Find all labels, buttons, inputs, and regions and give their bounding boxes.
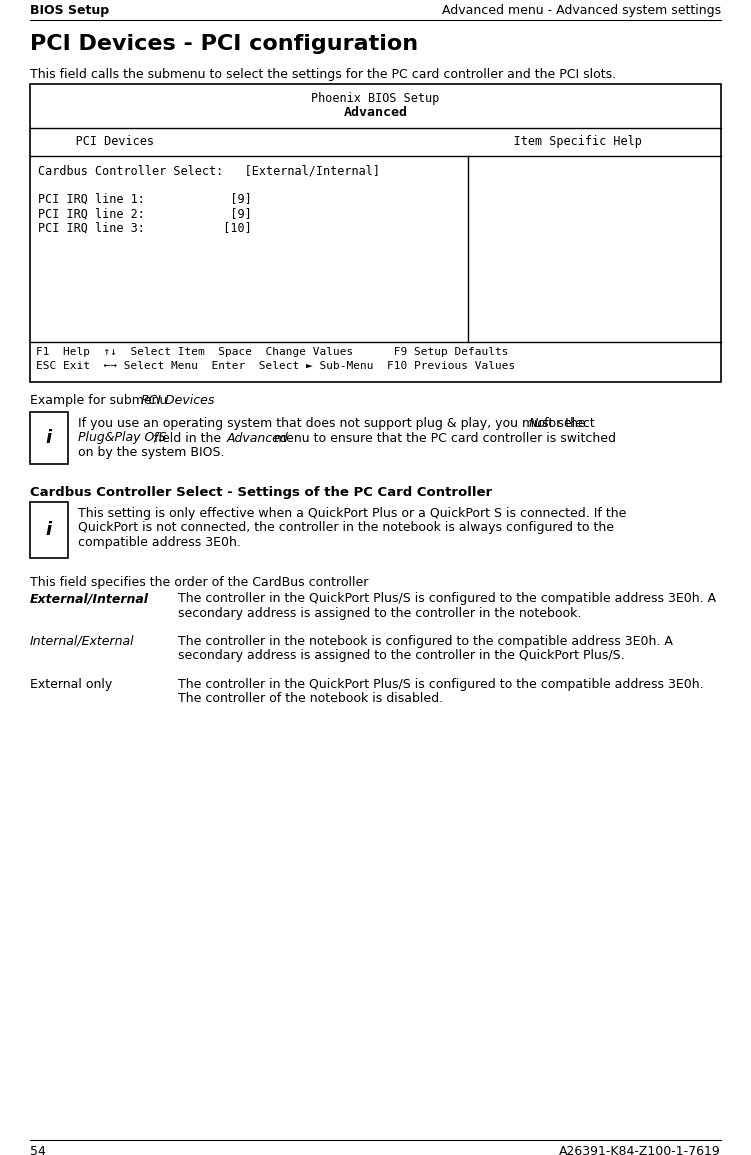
Text: PCI Devices - PCI configuration: PCI Devices - PCI configuration — [30, 33, 418, 54]
Text: Plug&Play O/S: Plug&Play O/S — [78, 432, 167, 445]
Text: This setting is only effective when a QuickPort Plus or a QuickPort S is connect: This setting is only effective when a Qu… — [78, 507, 626, 520]
Text: QuickPort is not connected, the controller in the notebook is always configured : QuickPort is not connected, the controll… — [78, 522, 614, 535]
Text: field in the: field in the — [149, 432, 225, 445]
Text: secondary address is assigned to the controller in the notebook.: secondary address is assigned to the con… — [178, 606, 581, 619]
Text: Cardbus Controller Select:   [External/Internal]: Cardbus Controller Select: [External/Int… — [38, 164, 380, 177]
Text: PCI IRQ line 2:            [9]: PCI IRQ line 2: [9] — [38, 208, 252, 221]
Text: External only: External only — [30, 678, 112, 691]
Text: PCI Devices: PCI Devices — [141, 394, 214, 407]
Bar — [30, 502, 68, 558]
Text: If you use an operating system that does not support plug & play, you must selec: If you use an operating system that does… — [78, 417, 599, 430]
Text: Example for submenu PCI Devices: Example for submenu PCI Devices — [30, 394, 245, 407]
Text: Item Specific Help: Item Specific Help — [478, 135, 642, 148]
Text: i: i — [46, 429, 52, 447]
Text: for the: for the — [540, 417, 586, 430]
Text: This field specifies the order of the CardBus controller: This field specifies the order of the Ca… — [30, 576, 369, 589]
Bar — [30, 84, 721, 382]
Text: PCI IRQ line 1:            [9]: PCI IRQ line 1: [9] — [38, 193, 252, 206]
Text: The controller in the notebook is configured to the compatible address 3E0h. A: The controller in the notebook is config… — [178, 635, 673, 648]
Text: The controller of the notebook is disabled.: The controller of the notebook is disabl… — [178, 693, 443, 706]
Text: Internal/External: Internal/External — [30, 635, 134, 648]
Text: External/Internal: External/Internal — [30, 593, 149, 605]
Text: No: No — [529, 417, 546, 430]
Text: The controller in the QuickPort Plus/S is configured to the compatible address 3: The controller in the QuickPort Plus/S i… — [178, 678, 704, 691]
Text: Advanced: Advanced — [343, 106, 408, 119]
Text: on by the system BIOS.: on by the system BIOS. — [78, 446, 225, 459]
Text: 54: 54 — [30, 1145, 46, 1155]
Text: F1  Help  ↑↓  Select Item  Space  Change Values      F9 Setup Defaults: F1 Help ↑↓ Select Item Space Change Valu… — [36, 346, 508, 357]
Text: compatible address 3E0h.: compatible address 3E0h. — [78, 536, 241, 549]
Bar — [30, 412, 68, 464]
Text: The controller in the QuickPort Plus/S is configured to the compatible address 3: The controller in the QuickPort Plus/S i… — [178, 593, 716, 605]
Text: i: i — [46, 521, 52, 539]
Text: Cardbus Controller Select - Settings of the PC Card Controller: Cardbus Controller Select - Settings of … — [30, 486, 492, 499]
Text: ESC Exit  ←→ Select Menu  Enter  Select ► Sub-Menu  F10 Previous Values: ESC Exit ←→ Select Menu Enter Select ► S… — [36, 362, 515, 371]
Text: Advanced menu - Advanced system settings: Advanced menu - Advanced system settings — [442, 3, 721, 17]
Text: Phoenix BIOS Setup: Phoenix BIOS Setup — [312, 92, 439, 105]
Text: This field calls the submenu to select the settings for the PC card controller a: This field calls the submenu to select t… — [30, 68, 616, 81]
Text: Example for submenu: Example for submenu — [30, 394, 171, 407]
Text: Advanced: Advanced — [227, 432, 288, 445]
Text: menu to ensure that the PC card controller is switched: menu to ensure that the PC card controll… — [270, 432, 617, 445]
Text: PCI Devices: PCI Devices — [40, 135, 154, 148]
Text: BIOS Setup: BIOS Setup — [30, 3, 109, 17]
Text: secondary address is assigned to the controller in the QuickPort Plus/S.: secondary address is assigned to the con… — [178, 649, 625, 663]
Text: PCI IRQ line 3:           [10]: PCI IRQ line 3: [10] — [38, 222, 252, 234]
Text: A26391-K84-Z100-1-7619: A26391-K84-Z100-1-7619 — [559, 1145, 721, 1155]
